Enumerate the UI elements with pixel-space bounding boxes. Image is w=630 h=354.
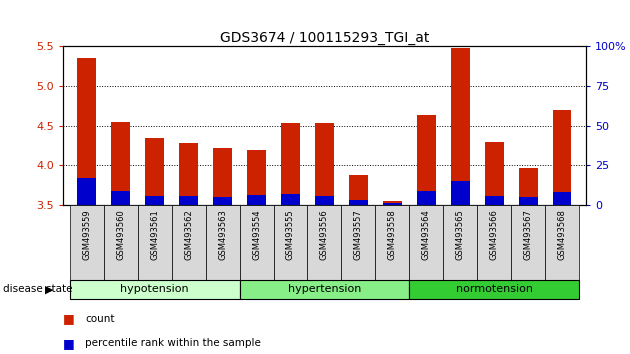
Bar (417, 191, 436, 205)
Bar (213, 196, 232, 205)
Text: GSM493554: GSM493554 (252, 209, 261, 260)
Bar (341, 205, 375, 280)
Bar (77, 58, 96, 205)
Bar (417, 115, 436, 205)
Bar (383, 203, 402, 205)
Bar (239, 280, 410, 299)
Bar (315, 196, 334, 205)
Text: GSM493563: GSM493563 (218, 209, 227, 260)
Bar (349, 175, 368, 205)
Text: GSM493557: GSM493557 (354, 209, 363, 260)
Bar (519, 198, 537, 205)
Text: GSM493556: GSM493556 (320, 209, 329, 260)
Bar (349, 200, 368, 205)
Bar (138, 205, 171, 280)
Text: hypotension: hypotension (120, 284, 189, 295)
Bar (307, 205, 341, 280)
Bar (553, 110, 571, 205)
Text: percentile rank within the sample: percentile rank within the sample (85, 338, 261, 348)
Bar (146, 196, 164, 205)
Bar (383, 200, 402, 205)
Text: GSM493562: GSM493562 (184, 209, 193, 260)
Bar (485, 142, 503, 205)
Bar (315, 123, 334, 205)
Bar (410, 280, 579, 299)
Bar (247, 195, 266, 205)
Bar (519, 168, 537, 205)
Bar (273, 205, 307, 280)
Bar (478, 205, 511, 280)
Bar (180, 143, 198, 205)
Bar (247, 149, 266, 205)
Bar (375, 205, 410, 280)
Bar (410, 205, 444, 280)
Text: GSM493559: GSM493559 (83, 209, 91, 260)
Text: GSM493555: GSM493555 (286, 209, 295, 260)
Text: ■: ■ (63, 337, 75, 350)
Bar (545, 205, 579, 280)
Bar (553, 192, 571, 205)
Bar (205, 205, 239, 280)
Bar (511, 205, 545, 280)
Text: GSM493558: GSM493558 (388, 209, 397, 260)
Bar (485, 196, 503, 205)
Bar (281, 123, 300, 205)
Text: GSM493565: GSM493565 (455, 209, 465, 260)
Bar (213, 148, 232, 205)
Bar (239, 205, 273, 280)
Bar (104, 205, 138, 280)
Bar (281, 194, 300, 205)
Bar (112, 191, 130, 205)
Bar (70, 280, 239, 299)
Text: GSM493567: GSM493567 (524, 209, 533, 260)
Bar (444, 205, 478, 280)
Text: GSM493566: GSM493566 (490, 209, 499, 260)
Text: GSM493560: GSM493560 (116, 209, 125, 260)
Bar (180, 196, 198, 205)
Title: GDS3674 / 100115293_TGI_at: GDS3674 / 100115293_TGI_at (220, 31, 429, 45)
Text: disease state: disease state (3, 284, 72, 295)
Bar (451, 47, 469, 205)
Bar (77, 178, 96, 205)
Bar (451, 181, 469, 205)
Bar (146, 138, 164, 205)
Bar (171, 205, 205, 280)
Text: count: count (85, 314, 115, 324)
Text: ▶: ▶ (45, 284, 54, 295)
Bar (70, 205, 104, 280)
Text: normotension: normotension (455, 284, 533, 295)
Text: GSM493568: GSM493568 (558, 209, 566, 260)
Text: hypertension: hypertension (288, 284, 361, 295)
Text: ■: ■ (63, 312, 75, 325)
Text: GSM493561: GSM493561 (150, 209, 159, 260)
Bar (112, 122, 130, 205)
Text: GSM493564: GSM493564 (422, 209, 431, 260)
